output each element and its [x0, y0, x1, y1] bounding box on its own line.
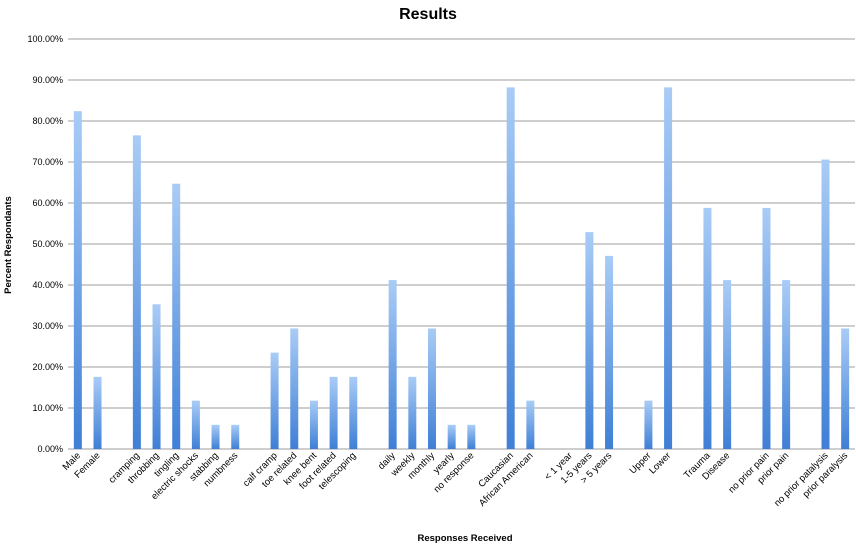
bar [447, 424, 456, 449]
y-tick-label: 10.00% [32, 403, 63, 413]
y-tick-label: 0.00% [37, 444, 63, 454]
bar [723, 280, 732, 449]
bar [270, 352, 279, 449]
bar [329, 376, 338, 449]
bar [231, 424, 240, 449]
bar [644, 400, 653, 449]
bar [762, 207, 771, 449]
y-tick-label: 30.00% [32, 321, 63, 331]
bar [664, 87, 673, 449]
y-tick-label: 90.00% [32, 75, 63, 85]
bar [93, 376, 102, 449]
bar [349, 376, 358, 449]
bar [172, 183, 181, 450]
y-tick-label: 40.00% [32, 280, 63, 290]
bar [467, 424, 476, 449]
bar [309, 400, 318, 449]
bar [191, 400, 200, 449]
gridlines [68, 38, 855, 450]
bar [408, 376, 417, 449]
bar [211, 424, 220, 449]
chart-title: Results [399, 6, 457, 23]
y-axis-ticks: 0.00% 10.00% 20.00% 30.00% 40.00% 50.00% 60.00… [27, 34, 63, 454]
y-axis-label: Percent Respondants [3, 196, 14, 294]
y-tick-label: 20.00% [32, 362, 63, 372]
y-tick-label: 60.00% [32, 198, 63, 208]
x-category-label: Lower [647, 450, 673, 476]
bar [152, 304, 161, 449]
bar [427, 328, 436, 449]
bar [605, 255, 614, 449]
bar [782, 280, 791, 449]
y-tick-label: 80.00% [32, 116, 63, 126]
x-axis-label: Responses Received [417, 533, 512, 544]
bars [73, 87, 850, 450]
bar [841, 328, 850, 449]
bar [526, 400, 535, 449]
y-tick-label: 50.00% [32, 239, 63, 249]
bar [73, 111, 82, 449]
y-tick-label: 100.00% [27, 34, 63, 44]
bar [585, 232, 594, 449]
bar [703, 207, 712, 449]
y-tick-label: 70.00% [32, 157, 63, 167]
bar [506, 87, 515, 449]
bar [388, 280, 397, 449]
bar [821, 159, 830, 450]
bar [290, 328, 299, 449]
bar [132, 135, 141, 449]
